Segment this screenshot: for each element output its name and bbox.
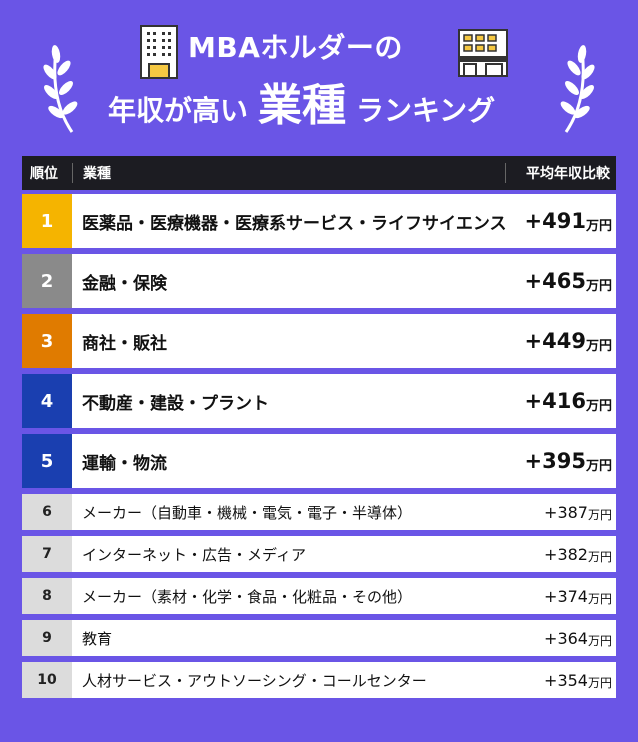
salary-unit: 万円	[585, 458, 612, 474]
industry-name: 金融・保険	[82, 273, 167, 294]
header: MBAホルダーの 年収が高い 業種 ランキング	[0, 0, 638, 150]
salary-value: +382 万円	[506, 536, 616, 572]
column-header-salary: 平均年収比較	[526, 166, 610, 182]
salary-unit: 万円	[585, 278, 612, 294]
laurel-left-icon	[43, 45, 78, 133]
salary-value: +449 万円	[506, 314, 616, 368]
salary-unit: 万円	[587, 591, 612, 606]
industry-name: 人材サービス・アウトソーシング・コールセンター	[82, 671, 427, 690]
column-header-industry: 業種	[83, 166, 111, 182]
salary-value: +354 万円	[506, 662, 616, 698]
title-line-1: MBAホルダーの	[188, 31, 403, 64]
title-line-2: 年収が高い 業種 ランキング	[108, 84, 495, 128]
rank-badge: 4	[22, 374, 72, 428]
table-row: 4 不動産・建設・プラント +416 万円	[22, 374, 616, 432]
salary-number: +382	[544, 544, 588, 564]
title-prefix: 年収が高い	[108, 94, 249, 127]
salary-value: +387 万円	[506, 494, 616, 530]
ranking-table: 順位 業種 平均年収比較 1 医薬品・医療機器・医療系サービス・ライフサイエンス…	[22, 156, 616, 704]
table-row: 6 メーカー（自動車・機械・電気・電子・半導体） +387 万円	[22, 494, 616, 534]
industry-name: 不動産・建設・プラント	[82, 393, 269, 414]
salary-number: +465	[524, 269, 586, 293]
title-emphasis: 業種	[258, 80, 347, 131]
title-suffix: ランキング	[356, 94, 496, 127]
laurel-right-icon	[560, 45, 595, 133]
table-row: 10 人材サービス・アウトソーシング・コールセンター +354 万円	[22, 662, 616, 702]
rank-badge: 5	[22, 434, 72, 488]
header-divider	[72, 163, 73, 183]
industry-name: メーカー（素材・化学・食品・化粧品・その他）	[82, 587, 413, 606]
salary-value: +395 万円	[506, 434, 616, 488]
industry-name: メーカー（自動車・機械・電気・電子・半導体）	[82, 503, 413, 522]
table-row: 1 医薬品・医療機器・医療系サービス・ライフサイエンス +491 万円	[22, 194, 616, 252]
column-header-rank: 順位	[30, 166, 58, 182]
industry-name: 医薬品・医療機器・医療系サービス・ライフサイエンス	[82, 213, 506, 234]
table-row: 8 メーカー（素材・化学・食品・化粧品・その他） +374 万円	[22, 578, 616, 618]
salary-unit: 万円	[587, 633, 612, 648]
table-row: 2 金融・保険 +465 万円	[22, 254, 616, 312]
table-row: 5 運輸・物流 +395 万円	[22, 434, 616, 492]
salary-value: +491 万円	[506, 194, 616, 248]
industry-name: 運輸・物流	[82, 453, 167, 474]
salary-number: +395	[524, 449, 586, 473]
salary-number: +354	[544, 670, 588, 690]
rank-badge: 8	[22, 578, 72, 614]
rank-badge: 10	[22, 662, 72, 698]
rank-badge: 7	[22, 536, 72, 572]
salary-number: +387	[544, 502, 588, 522]
industry-name: インターネット・広告・メディア	[82, 545, 306, 564]
salary-number: +364	[544, 628, 588, 648]
salary-number: +416	[524, 389, 586, 413]
industry-name: 商社・販社	[82, 333, 167, 354]
salary-unit: 万円	[587, 675, 612, 690]
salary-unit: 万円	[585, 398, 612, 414]
salary-value: +374 万円	[506, 578, 616, 614]
rank-badge: 3	[22, 314, 72, 368]
salary-number: +449	[524, 329, 586, 353]
rank-badge: 1	[22, 194, 72, 248]
salary-unit: 万円	[587, 507, 612, 522]
office-building-icon	[140, 25, 178, 79]
table-row: 9 教育 +364 万円	[22, 620, 616, 660]
salary-value: +465 万円	[506, 254, 616, 308]
salary-number: +491	[524, 209, 586, 233]
salary-value: +364 万円	[506, 620, 616, 656]
rank-badge: 9	[22, 620, 72, 656]
shop-building-icon	[458, 29, 508, 77]
salary-value: +416 万円	[506, 374, 616, 428]
header-divider	[505, 163, 506, 183]
industry-name: 教育	[82, 629, 113, 648]
salary-unit: 万円	[587, 549, 612, 564]
salary-unit: 万円	[585, 338, 612, 354]
rank-badge: 2	[22, 254, 72, 308]
table-header: 順位 業種 平均年収比較	[22, 156, 616, 190]
table-row: 3 商社・販社 +449 万円	[22, 314, 616, 372]
table-row: 7 インターネット・広告・メディア +382 万円	[22, 536, 616, 576]
salary-number: +374	[544, 586, 588, 606]
table-body: 1 医薬品・医療機器・医療系サービス・ライフサイエンス +491 万円 2 金融・…	[22, 194, 616, 702]
salary-unit: 万円	[585, 218, 612, 234]
rank-badge: 6	[22, 494, 72, 530]
